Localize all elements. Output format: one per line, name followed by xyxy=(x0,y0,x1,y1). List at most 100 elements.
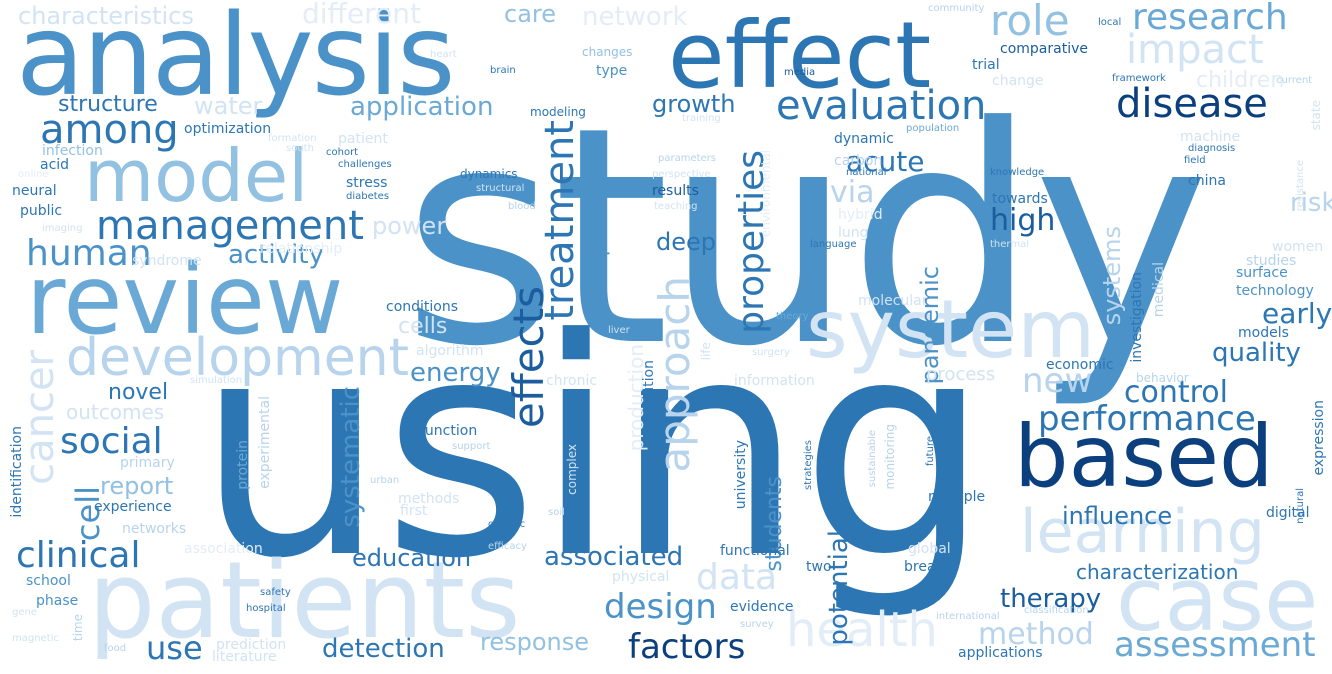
word: care xyxy=(504,0,557,28)
word: using xyxy=(196,275,990,624)
word: factors xyxy=(628,627,746,667)
word: learning xyxy=(1020,497,1265,567)
word: impact xyxy=(1126,27,1264,73)
word: risk xyxy=(1290,188,1332,218)
word: associated xyxy=(544,542,684,572)
word: research xyxy=(1132,0,1288,38)
word: method xyxy=(978,617,1094,652)
word: hybrid xyxy=(838,207,883,223)
word: quality xyxy=(1212,338,1301,368)
word: machine xyxy=(1180,129,1241,145)
word: protein xyxy=(235,440,251,490)
word: analysis xyxy=(16,0,455,121)
word: liver xyxy=(608,325,630,336)
word: monitoring xyxy=(883,424,897,490)
word: field xyxy=(1184,155,1206,166)
word: population xyxy=(906,123,960,134)
word: distribution xyxy=(641,360,657,440)
word: gene xyxy=(12,607,37,618)
word: experience xyxy=(94,499,172,515)
word: detection xyxy=(322,634,445,664)
word: methods xyxy=(398,491,460,507)
word: soil xyxy=(548,507,565,518)
word: report xyxy=(100,472,174,500)
word: via xyxy=(830,175,875,210)
word: two xyxy=(806,559,832,575)
word: structural xyxy=(476,183,525,194)
word: cancer xyxy=(17,350,63,485)
word: human xyxy=(26,233,152,274)
word: urban xyxy=(370,475,400,486)
word: training xyxy=(682,113,721,124)
word: experimental xyxy=(257,396,273,489)
word: algorithm xyxy=(416,343,484,359)
word: therapy xyxy=(1000,584,1102,614)
word: new xyxy=(1022,361,1093,401)
word: medical xyxy=(1151,262,1167,318)
word: potential xyxy=(824,530,854,646)
word: resistance xyxy=(1295,160,1306,212)
word: digital xyxy=(1266,505,1310,521)
word: network xyxy=(582,2,688,32)
word: physical xyxy=(612,569,670,585)
word: early xyxy=(1262,297,1332,330)
word: theory xyxy=(776,311,809,322)
word: challenges xyxy=(338,159,392,170)
word: based xyxy=(1014,407,1274,507)
word: thermal xyxy=(990,239,1029,250)
word: environmental xyxy=(759,150,773,238)
word: local xyxy=(1098,17,1122,28)
word: school xyxy=(26,573,71,589)
word: review xyxy=(26,244,344,356)
word: patients xyxy=(88,539,521,662)
word: safety xyxy=(260,587,291,598)
word: natural xyxy=(1295,488,1306,524)
word: formation xyxy=(268,133,317,144)
word: acute xyxy=(846,145,925,178)
word: change xyxy=(992,73,1044,89)
word: support xyxy=(452,441,491,452)
word: modeling xyxy=(530,105,586,119)
word: simulation xyxy=(190,375,243,386)
word: literature xyxy=(212,649,277,665)
word: trial xyxy=(972,57,1000,73)
word: acid xyxy=(40,157,70,173)
word: primary xyxy=(120,455,175,471)
word: association xyxy=(184,541,263,557)
word: case xyxy=(1116,548,1319,651)
word: development xyxy=(66,328,410,388)
word: phase xyxy=(36,593,79,609)
word: cohort xyxy=(326,147,359,158)
word: diabetes xyxy=(346,191,390,202)
word: survey xyxy=(740,619,774,630)
word: framework xyxy=(1112,73,1166,84)
word: approach xyxy=(650,276,699,473)
word: assessment xyxy=(1114,625,1316,665)
word: lung xyxy=(838,225,869,241)
word: neural xyxy=(12,183,57,199)
word: towards xyxy=(992,191,1048,207)
word: growth xyxy=(652,90,736,118)
word: china xyxy=(1188,173,1226,189)
word: control xyxy=(1124,375,1228,410)
word: application xyxy=(350,92,494,122)
word: state xyxy=(1309,100,1323,131)
word: evaluation xyxy=(776,83,987,129)
word: complex xyxy=(565,444,579,495)
word: women xyxy=(1272,239,1324,255)
word: efficacy xyxy=(488,541,527,552)
word: data xyxy=(696,557,778,598)
word: characterization xyxy=(1076,560,1239,584)
word: functional xyxy=(720,543,790,559)
word: models xyxy=(1238,325,1289,341)
word: water xyxy=(194,92,263,120)
word: process xyxy=(926,364,996,385)
word: heart xyxy=(430,49,457,60)
word: dynamic xyxy=(834,131,894,147)
word: hospital xyxy=(246,603,286,614)
word: carbon xyxy=(834,153,883,169)
word: investigation xyxy=(1129,272,1145,363)
word: technology xyxy=(1236,283,1314,299)
word: outcomes xyxy=(66,400,165,424)
